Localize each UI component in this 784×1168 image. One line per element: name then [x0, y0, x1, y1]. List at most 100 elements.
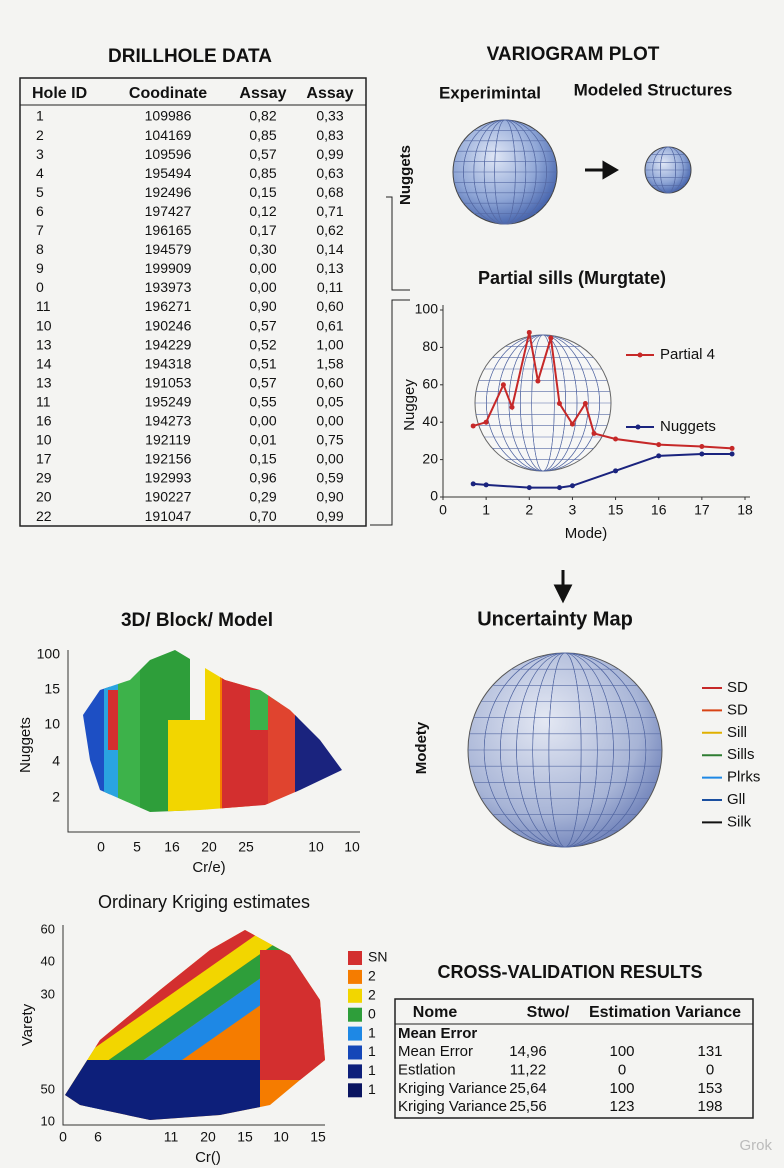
- table-cell: 190246: [145, 317, 192, 333]
- table-cell: 123: [609, 1098, 634, 1115]
- table-cell: 0,82: [249, 108, 276, 124]
- legend-swatch: [348, 1026, 362, 1041]
- table-cell: 0,29: [249, 489, 276, 505]
- table-cell: 191047: [145, 508, 192, 524]
- legend-label: Plrks: [727, 769, 760, 786]
- x-tick-label: 25: [238, 839, 254, 855]
- axis: [62, 925, 325, 1126]
- point: [569, 483, 575, 489]
- y-tick-label: 15: [44, 681, 60, 697]
- legend-label: Gll: [727, 791, 745, 808]
- table-cell: 0,14: [316, 241, 343, 257]
- sphere-grid: [453, 119, 557, 225]
- legend-dot: [637, 352, 643, 358]
- table-cell: 1,00: [316, 336, 343, 352]
- point: [509, 404, 515, 410]
- table-cell: 5: [36, 184, 44, 200]
- watermark: Grok: [739, 1137, 772, 1154]
- x-axis-label: Cr(): [195, 1149, 221, 1166]
- table-cell: 0,57: [249, 146, 276, 162]
- point: [470, 423, 476, 429]
- x-tick-label: 15: [310, 1129, 326, 1145]
- point: [535, 378, 541, 384]
- table-cell: 14: [36, 355, 52, 371]
- legend-label: SN: [368, 949, 387, 965]
- table-cell: 104169: [145, 127, 192, 143]
- legend-label: Sills: [727, 746, 755, 763]
- table-cell: 0,33: [316, 108, 343, 124]
- table-cell: 0,61: [316, 317, 343, 333]
- point: [613, 436, 619, 442]
- table-cell: 192156: [145, 451, 192, 467]
- point: [729, 451, 735, 457]
- section-title: 3D/ Block/ Model: [121, 610, 273, 631]
- table-cell: 0,90: [249, 298, 276, 314]
- table-cell: 0,15: [249, 184, 276, 200]
- table-cell: 196165: [145, 222, 192, 238]
- y-tick-label: 60: [41, 921, 55, 936]
- x-tick-label: 17: [694, 502, 710, 518]
- legend-swatch: [348, 1064, 362, 1079]
- table-cell: Kriging Variance: [398, 1098, 507, 1115]
- sphere-grid: [468, 652, 662, 848]
- point: [729, 445, 735, 451]
- table-cell: 25,64: [509, 1080, 547, 1097]
- table-cell: 0,96: [249, 470, 276, 486]
- legend-label: 1: [368, 1043, 376, 1059]
- point: [699, 444, 705, 450]
- x-tick-label: 2: [525, 502, 533, 518]
- table-cell: 191053: [145, 374, 192, 390]
- table-cell: 0,17: [249, 222, 276, 238]
- legend-label: Nuggets: [660, 418, 716, 435]
- x-tick-label: 18: [737, 502, 753, 518]
- x-tick-label: 5: [133, 839, 141, 855]
- table-cell: 17: [36, 451, 52, 467]
- sphere-lon: [463, 119, 547, 225]
- table-cell: 193973: [145, 279, 192, 295]
- table-cell: 10: [36, 317, 52, 333]
- y-tick-label: 10: [41, 1113, 55, 1128]
- x-tick-label: 1: [482, 502, 490, 518]
- point: [656, 453, 662, 459]
- sphere-grid: [475, 334, 611, 472]
- legend-swatch: [348, 951, 362, 965]
- y-tick-label: 10: [44, 716, 60, 732]
- table-cell: 0,01: [249, 432, 276, 448]
- x-tick-label: 16: [164, 839, 180, 855]
- legend-label: 2: [368, 987, 376, 1003]
- table-cell: 195249: [145, 393, 192, 409]
- y-axis-label: Nuggets: [17, 717, 34, 773]
- table-cell: 0,57: [249, 317, 276, 333]
- table-cell: Kriging Variance: [398, 1080, 507, 1097]
- table-header: Stwo/: [527, 1004, 570, 1021]
- sphere-grid: [645, 146, 691, 194]
- point: [556, 485, 562, 491]
- table-cell: 0: [36, 279, 44, 295]
- x-tick-label: 15: [608, 502, 624, 518]
- table-section: Mean Error: [398, 1025, 477, 1042]
- table-cell: 194318: [145, 355, 192, 371]
- x-tick-label: 20: [200, 1129, 216, 1145]
- point: [556, 401, 562, 406]
- table-cell: 0,11: [317, 279, 343, 295]
- y-tick-label: 100: [415, 301, 439, 317]
- cv-frame: [394, 998, 754, 1119]
- table-cell: 22: [36, 508, 52, 524]
- table-cell: 0,85: [249, 165, 276, 181]
- table-cell: 14,96: [509, 1043, 547, 1060]
- x-tick-label: 3: [569, 502, 577, 518]
- kriging-surface: [65, 930, 325, 1120]
- table-cell: 3: [36, 146, 44, 162]
- legend-label: 1: [368, 1062, 376, 1078]
- table-cell: 198: [697, 1098, 722, 1115]
- label: Modeled Structures: [574, 80, 733, 99]
- legend-label: 0: [368, 1005, 376, 1021]
- table-cell: 0,90: [316, 489, 343, 505]
- table-cell: 0,85: [249, 127, 276, 143]
- table-cell: 0,60: [316, 374, 343, 390]
- y-axis-label: Varety: [19, 1003, 36, 1046]
- table-cell: 0: [706, 1061, 714, 1078]
- y-tick-label: 60: [422, 376, 438, 392]
- point: [526, 485, 532, 491]
